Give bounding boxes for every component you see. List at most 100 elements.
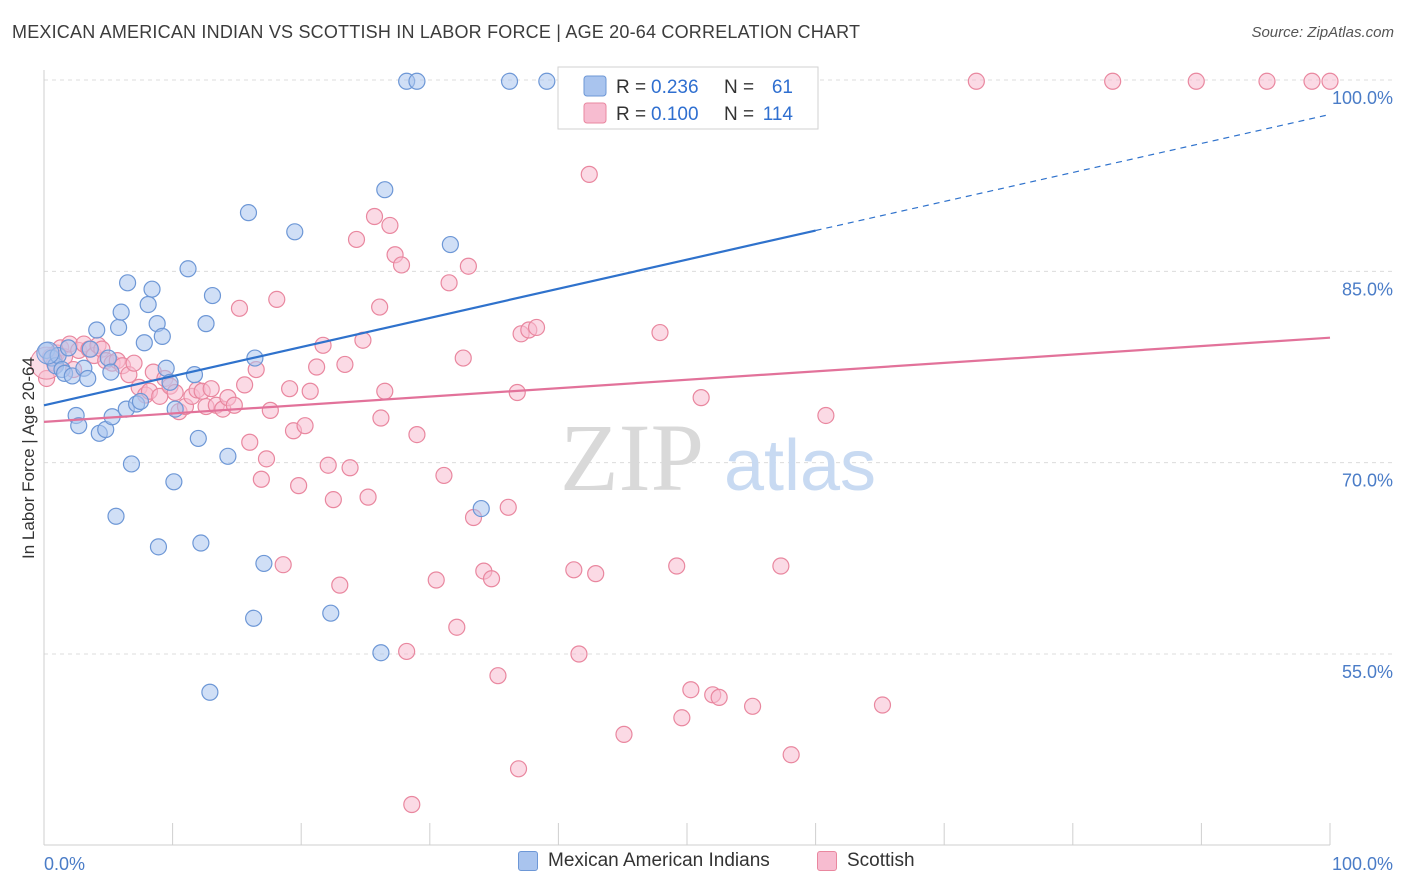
y-tick-label-3: 100.0% xyxy=(1332,88,1393,108)
point-pink-99 xyxy=(743,697,762,715)
point-blue-16 xyxy=(99,349,117,367)
trend-line-blue xyxy=(43,229,816,407)
watermark: ZIP atlas xyxy=(560,404,876,511)
point-pink-86 xyxy=(527,318,546,337)
point-pink-39 xyxy=(230,299,249,317)
point-pink-98 xyxy=(710,688,728,706)
point-pink-77 xyxy=(459,257,477,275)
point-pink-87 xyxy=(565,561,583,579)
point-pink-41 xyxy=(241,433,259,451)
point-blue-11 xyxy=(79,369,97,388)
point-pink-55 xyxy=(319,456,337,474)
point-pink-62 xyxy=(359,488,377,506)
point-blue-17 xyxy=(102,363,120,381)
point-pink-69 xyxy=(398,642,416,661)
point-pink-53 xyxy=(308,358,326,376)
legend-swatch xyxy=(817,851,837,871)
point-blue-50 xyxy=(322,604,340,622)
point-pink-68 xyxy=(392,256,411,274)
point-pink-66 xyxy=(381,216,399,235)
y-tick-label-0: 55.0% xyxy=(1342,662,1393,682)
point-pink-60 xyxy=(347,230,366,249)
point-pink-93 xyxy=(668,557,686,575)
point-blue-40 xyxy=(192,534,210,552)
point-pink-63 xyxy=(365,207,384,226)
point-pink-91 xyxy=(615,725,633,743)
point-pink-34 xyxy=(202,380,220,398)
watermark-zip: ZIP xyxy=(560,404,704,511)
point-pink-100 xyxy=(772,557,790,575)
point-pink-101 xyxy=(782,746,800,764)
point-pink-105 xyxy=(1104,72,1122,90)
legend-n-label-pink: N = xyxy=(724,104,754,125)
y-tick-label-2: 85.0% xyxy=(1342,279,1393,299)
point-blue-58 xyxy=(538,72,556,90)
y-axis-label: In Labor Force | Age 20-64 xyxy=(19,357,38,559)
legend-swatch-blue xyxy=(583,75,607,97)
point-pink-107 xyxy=(1258,72,1276,90)
point-blue-55 xyxy=(441,235,459,254)
point-blue-27 xyxy=(135,334,153,352)
point-blue-51 xyxy=(372,644,390,662)
legend-n-value-pink: 114 xyxy=(763,104,794,125)
series-scottish-points xyxy=(30,72,1339,814)
point-pink-73 xyxy=(435,466,453,485)
point-pink-65 xyxy=(376,382,394,400)
point-blue-24 xyxy=(122,455,141,473)
point-pink-96 xyxy=(692,389,710,407)
point-pink-38 xyxy=(225,396,243,414)
point-blue-33 xyxy=(157,359,175,377)
point-pink-19 xyxy=(125,354,143,372)
legend-swatch xyxy=(518,851,538,871)
legend-item-scottish: Scottish xyxy=(817,850,915,872)
point-pink-82 xyxy=(499,498,517,516)
legend-label: Mexican American Indians xyxy=(548,850,770,871)
point-blue-43 xyxy=(203,286,222,305)
point-pink-52 xyxy=(301,382,319,400)
trend-lines xyxy=(43,113,1331,423)
point-pink-74 xyxy=(440,274,458,292)
point-pink-45 xyxy=(261,401,279,419)
point-pink-89 xyxy=(580,165,598,183)
point-pink-48 xyxy=(281,380,299,398)
trend-line-pink xyxy=(43,336,1331,423)
source-label: Source: ZipAtlas.com xyxy=(1251,24,1394,41)
point-pink-51 xyxy=(296,417,314,435)
point-blue-52 xyxy=(376,181,394,199)
point-blue-37 xyxy=(179,260,197,278)
point-blue-28 xyxy=(139,295,157,314)
point-blue-19 xyxy=(107,507,125,525)
point-blue-21 xyxy=(112,303,130,321)
point-pink-71 xyxy=(408,426,426,444)
point-pink-56 xyxy=(324,491,342,509)
point-pink-50 xyxy=(290,477,308,495)
point-pink-88 xyxy=(570,645,588,663)
point-blue-41 xyxy=(197,315,215,333)
point-pink-59 xyxy=(341,459,359,477)
point-pink-64 xyxy=(371,298,389,316)
point-blue-20 xyxy=(109,318,128,337)
point-blue-29 xyxy=(143,280,161,298)
point-pink-58 xyxy=(336,355,354,374)
point-blue-56 xyxy=(472,499,490,518)
point-blue-35 xyxy=(165,473,183,491)
point-pink-44 xyxy=(257,450,276,468)
point-blue-12 xyxy=(81,340,99,358)
point-blue-32 xyxy=(153,327,171,345)
point-pink-102 xyxy=(817,406,835,425)
correlation-legend: R = 0.236 N = 61 R = 0.100 N = 114 xyxy=(557,66,819,130)
point-blue-13 xyxy=(88,321,106,339)
point-pink-90 xyxy=(587,565,605,583)
gridlines xyxy=(44,79,1395,655)
point-blue-39 xyxy=(189,429,207,448)
point-pink-92 xyxy=(651,323,669,342)
legend-item-mexican-american-indians: Mexican American Indians xyxy=(518,850,770,872)
point-blue-54 xyxy=(408,72,426,90)
series-legend: Mexican American Indians Scottish xyxy=(0,850,1406,880)
legend-r-label-blue: R = xyxy=(616,77,646,98)
legend-n-value-blue: 61 xyxy=(772,77,793,98)
point-pink-106 xyxy=(1187,72,1205,90)
point-pink-75 xyxy=(448,618,466,636)
point-pink-83 xyxy=(509,760,528,778)
